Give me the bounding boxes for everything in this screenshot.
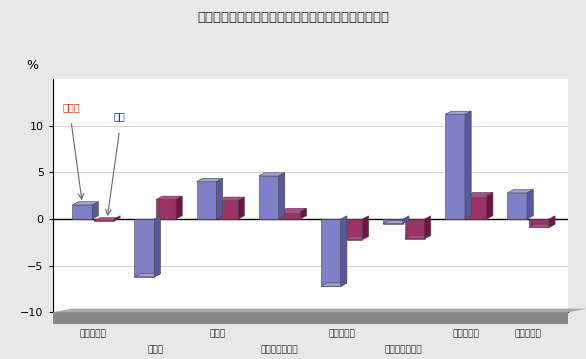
Polygon shape	[343, 236, 369, 239]
Text: サービス業: サービス業	[515, 329, 541, 338]
Polygon shape	[383, 219, 403, 224]
Polygon shape	[527, 190, 533, 219]
Text: 全国: 全国	[114, 112, 125, 122]
Polygon shape	[467, 192, 493, 196]
Polygon shape	[363, 216, 369, 239]
Polygon shape	[425, 216, 431, 239]
Text: 製造業: 製造業	[209, 329, 226, 338]
Polygon shape	[94, 218, 120, 221]
Polygon shape	[549, 216, 555, 227]
Polygon shape	[321, 283, 347, 286]
Polygon shape	[134, 274, 161, 277]
Polygon shape	[343, 219, 363, 239]
Polygon shape	[219, 197, 244, 200]
Polygon shape	[465, 111, 471, 219]
Polygon shape	[301, 208, 306, 219]
Polygon shape	[134, 219, 154, 277]
Polygon shape	[507, 193, 527, 219]
Polygon shape	[281, 208, 306, 211]
Text: 調査産業計: 調査産業計	[80, 329, 107, 338]
Polygon shape	[278, 173, 285, 219]
Polygon shape	[445, 111, 471, 115]
Text: 金融保険業: 金融保険業	[452, 329, 479, 338]
Polygon shape	[219, 200, 238, 219]
Polygon shape	[72, 202, 98, 205]
Text: 卧小売業飲食店: 卧小売業飲食店	[385, 345, 423, 354]
Polygon shape	[487, 192, 493, 219]
Polygon shape	[258, 176, 278, 219]
Polygon shape	[94, 219, 114, 221]
Polygon shape	[156, 196, 182, 199]
Polygon shape	[383, 220, 409, 224]
Polygon shape	[507, 190, 533, 193]
Polygon shape	[467, 196, 487, 219]
Polygon shape	[258, 173, 285, 176]
Polygon shape	[403, 216, 409, 224]
Polygon shape	[196, 178, 223, 182]
Polygon shape	[114, 216, 120, 221]
Text: 図１３　産業別現金給与総額の前年比（３０人以上）: 図１３ 産業別現金給与総額の前年比（３０人以上）	[197, 11, 389, 24]
Polygon shape	[529, 224, 555, 227]
Text: 運輸通信業: 運輸通信業	[328, 329, 355, 338]
Polygon shape	[53, 312, 568, 323]
Polygon shape	[156, 199, 176, 219]
Polygon shape	[321, 219, 340, 286]
Polygon shape	[405, 236, 431, 239]
Polygon shape	[216, 178, 223, 219]
Polygon shape	[238, 197, 244, 219]
Polygon shape	[281, 211, 301, 219]
Polygon shape	[92, 202, 98, 219]
Text: 建設業: 建設業	[147, 345, 163, 354]
Polygon shape	[405, 219, 425, 239]
Y-axis label: %: %	[26, 59, 38, 72]
Polygon shape	[176, 196, 182, 219]
Polygon shape	[340, 216, 347, 286]
Polygon shape	[529, 219, 549, 227]
Polygon shape	[154, 216, 161, 277]
Text: 電気ガス水道業: 電気ガス水道業	[261, 345, 298, 354]
Polygon shape	[53, 309, 586, 312]
Polygon shape	[445, 115, 465, 219]
Polygon shape	[196, 182, 216, 219]
Polygon shape	[72, 205, 92, 219]
Text: 鴥取県: 鴥取県	[62, 102, 80, 112]
